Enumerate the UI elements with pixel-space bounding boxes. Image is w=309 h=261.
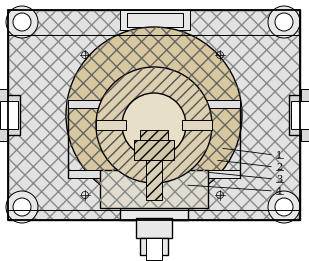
Bar — [8, 10, 300, 220]
Text: 4: 4 — [276, 187, 282, 195]
Bar — [182, 120, 212, 130]
Bar — [100, 170, 208, 208]
Bar — [146, 160, 162, 200]
Circle shape — [268, 191, 300, 223]
Bar — [146, 160, 162, 200]
Circle shape — [122, 93, 186, 157]
Circle shape — [66, 27, 242, 203]
Bar — [68, 100, 240, 108]
Circle shape — [275, 13, 293, 31]
Bar — [120, 208, 188, 220]
Bar — [0, 89, 8, 141]
Circle shape — [6, 191, 38, 223]
Text: 1: 1 — [276, 151, 282, 159]
Text: 2: 2 — [276, 163, 282, 171]
Bar — [140, 130, 168, 140]
Bar — [134, 140, 174, 160]
Text: 3: 3 — [276, 175, 282, 183]
Bar — [146, 238, 162, 260]
Bar — [127, 13, 183, 27]
Bar — [140, 238, 168, 255]
Bar — [68, 170, 240, 178]
Circle shape — [268, 6, 300, 38]
Bar — [291, 101, 309, 129]
Circle shape — [275, 198, 293, 216]
Bar — [301, 89, 309, 141]
Bar — [136, 218, 172, 238]
Bar — [140, 130, 168, 140]
Bar — [120, 10, 190, 30]
Bar — [96, 120, 126, 130]
Bar — [0, 101, 18, 129]
Circle shape — [96, 67, 212, 183]
Circle shape — [13, 13, 31, 31]
Bar — [8, 10, 300, 220]
Bar — [100, 170, 208, 208]
Bar — [289, 95, 309, 135]
Bar — [134, 140, 174, 160]
Bar — [0, 95, 20, 135]
Circle shape — [13, 198, 31, 216]
Bar — [8, 10, 300, 220]
Circle shape — [6, 6, 38, 38]
